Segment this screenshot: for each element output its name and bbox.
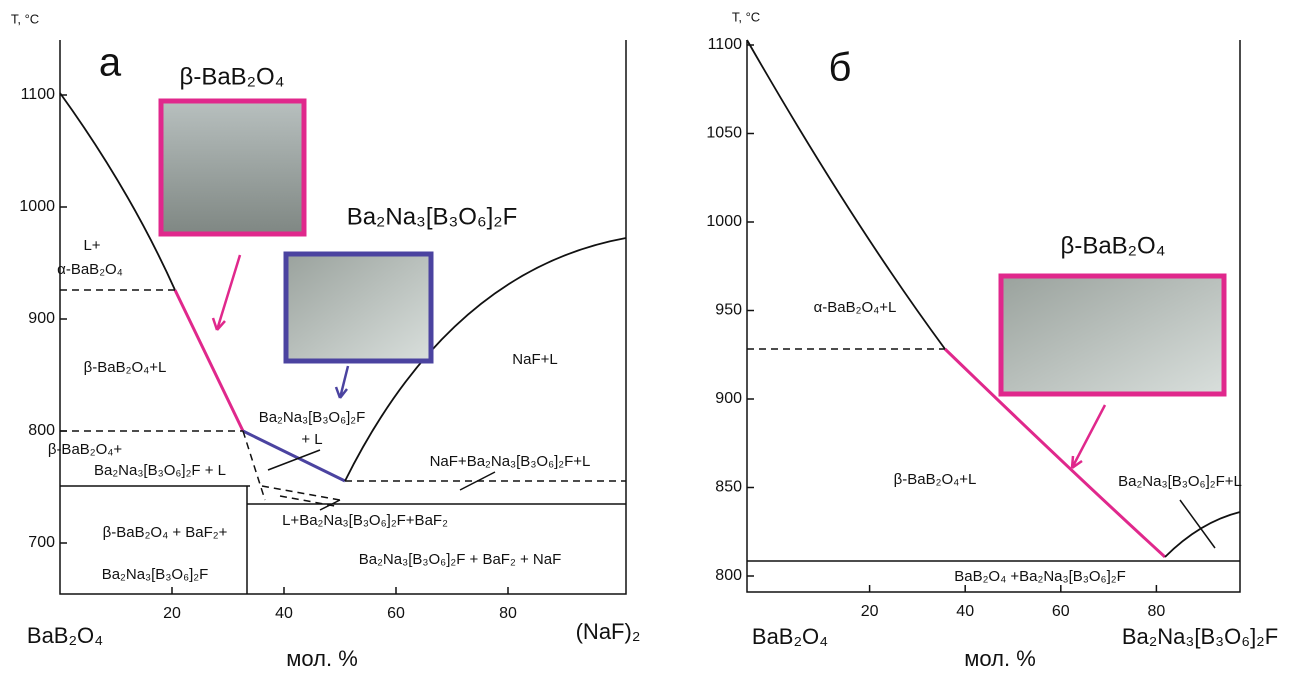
region-label: + L [301,431,322,448]
region-label: NaF+L [512,351,557,368]
region-label: L+ [83,237,100,254]
y-tick-label: 950 [715,302,742,319]
x-tick-label: 60 [1052,603,1070,620]
dashed-line [60,289,626,507]
region-label: Ba₂Na₃[B₃O₆]₂F + L [94,462,226,479]
y-tick-label: 900 [715,390,742,407]
x-tick-label: 40 [275,605,293,622]
x-tick-label: 20 [861,603,879,620]
panel-b [746,39,1241,593]
photo-frame [998,273,1227,397]
liquidus-bnbf [1164,511,1241,558]
region-label: BaB₂O₄ +Ba₂Na₃[B₃O₆]₂F [954,568,1126,585]
solid-line [747,499,1240,562]
y-tick-label: 1100 [21,86,56,103]
photo-title: β-BaB₂O₄ [180,63,285,90]
arrow [1070,404,1107,470]
photo-frame [283,251,434,364]
x-tick-label: 20 [163,605,181,622]
arrow [211,254,242,331]
x-tick-label: 80 [1148,603,1166,620]
region-label: β-BaB₂O₄+L [84,359,167,376]
panel-letter: б [829,46,852,90]
y-tick-label: 850 [715,479,742,496]
axis-label: мол. % [286,646,358,669]
axis-label: T, °C [11,11,39,26]
region-label: L+Ba₂Na₃[B₃O₆]₂F+BaF₂ [282,512,448,529]
y-tick-label: 1050 [706,125,742,142]
photo-title: β-BaB₂O₄ [1061,232,1166,259]
liquidus-naf [344,237,627,482]
axis-end-label: (NaF)₂ [576,619,641,644]
region-label: β-BaB₂O₄+L [894,471,977,488]
region-label: α-BaB₂O₄+L [814,299,897,316]
y-tick-label: 1100 [708,36,743,53]
axis-label: мол. % [964,646,1036,669]
arrow [334,365,350,399]
x-tick-label: 60 [387,605,405,622]
axis-end-label: BaB₂O₄ [752,624,828,649]
x-tick-label: 80 [499,605,517,622]
panel-letter: а [99,41,122,85]
solid-line [60,449,626,594]
region-label: Ba₂Na₃[B₃O₆]₂F + BaF₂ + NaF [359,551,561,568]
y-tick-label: 800 [28,422,55,439]
liquidus-beta [173,289,245,432]
y-tick-label: 1000 [706,213,742,230]
axes-frame [746,40,1241,593]
axis-end-label: BaB₂O₄ [27,623,103,648]
x-tick-label: 40 [956,603,974,620]
photo-frame [158,98,307,237]
region-label: Ba₂Na₃[B₃O₆]₂F [259,409,366,426]
y-tick-label: 1000 [19,198,55,215]
photo-title: Ba₂Na₃[B₃O₆]₂F [347,203,518,230]
region-label: Ba₂Na₃[B₃O₆]₂F+L [1118,473,1242,490]
axis-label: T, °C [732,9,760,24]
liquidus-bnbf [242,429,346,483]
region-label: NaF+Ba₂Na₃[B₃O₆]₂F+L [430,453,591,470]
y-tick-label: 700 [28,534,55,551]
region-label: Ba₂Na₃[B₃O₆]₂F [102,566,209,583]
axis-end-label: Ba₂Na₃[B₃O₆]₂F [1122,624,1278,649]
y-tick-label: 800 [715,567,742,584]
liquidus-beta [943,347,1167,559]
y-tick-label: 900 [28,310,55,327]
region-label: β-BaB₂O₄ + BaF₂+ [103,524,228,541]
liquidus [746,39,946,350]
region-label: α-BaB₂O₄ [57,261,123,278]
region-label: β-BaB₂O₄+ [48,441,123,458]
liquidus [59,92,176,291]
axes-frame [59,40,627,595]
panel-a [59,40,627,595]
